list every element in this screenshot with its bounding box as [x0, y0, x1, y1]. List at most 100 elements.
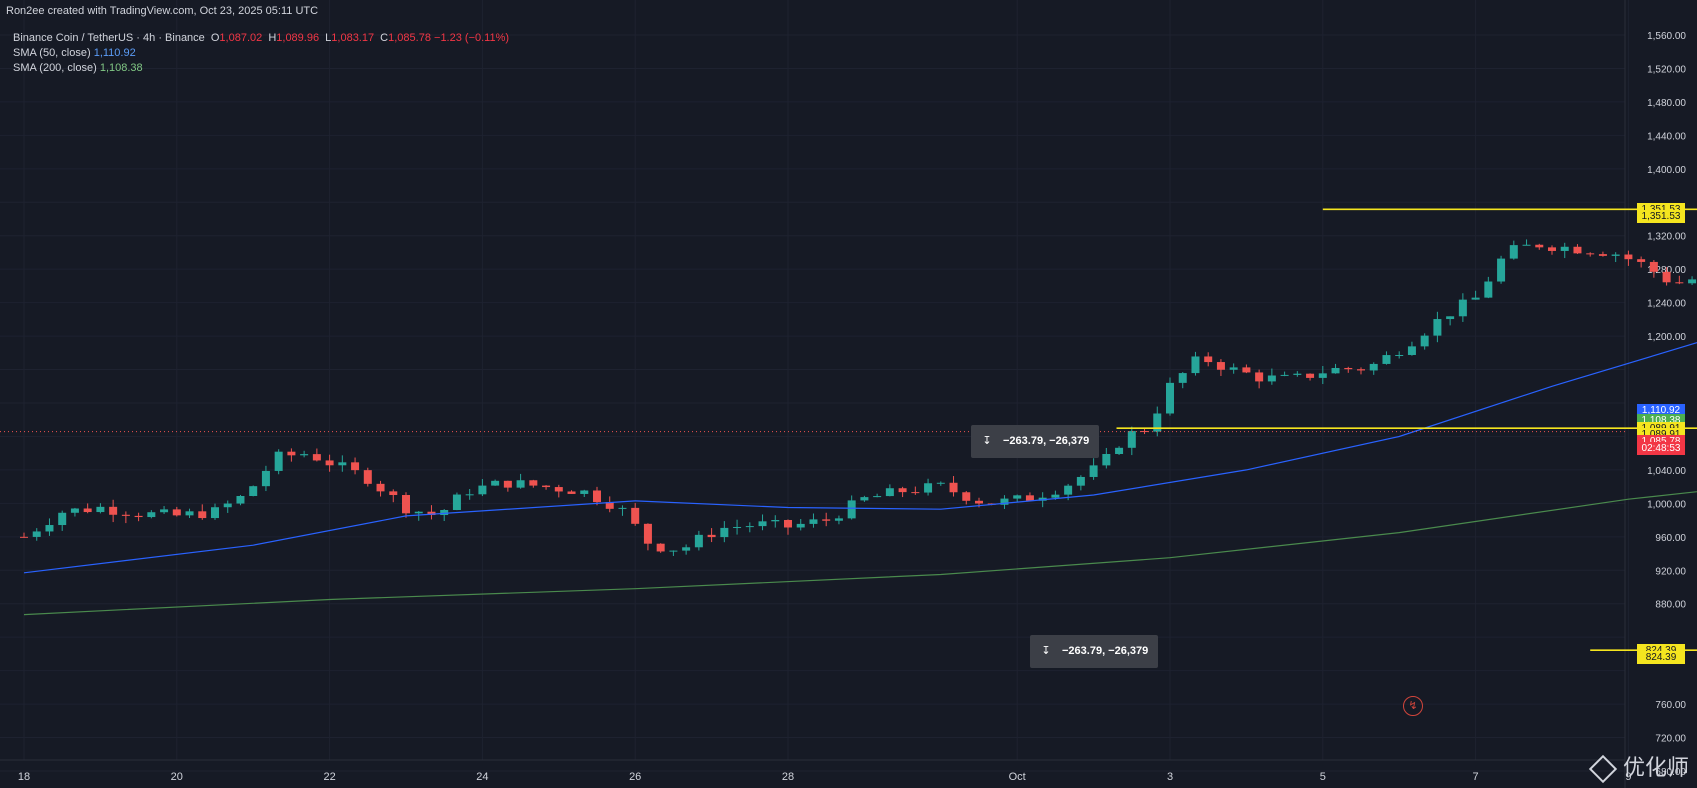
candle-body [1446, 316, 1455, 320]
price-tick-label: 1,560.00 [1647, 31, 1686, 42]
sma200-label: SMA (200, close) [13, 62, 97, 74]
sma50-legend[interactable]: SMA (50, close) 1,110.92 [13, 47, 136, 59]
candle-body [1089, 465, 1098, 477]
candle-body [1573, 246, 1582, 254]
sma200-legend[interactable]: SMA (200, close) 1,108.38 [13, 62, 143, 74]
candle-body [542, 485, 551, 488]
open-value: 1,087.02 [219, 32, 263, 44]
candle-body [198, 511, 207, 519]
candle-body [1535, 244, 1544, 248]
candle-body [694, 534, 703, 548]
candle-body [949, 482, 958, 493]
price-tick-label: 1,400.00 [1647, 165, 1686, 176]
candle-body [1025, 495, 1034, 501]
candle-body [554, 487, 563, 492]
candle-body [1115, 447, 1124, 455]
candle-body [402, 495, 410, 514]
measure-icon: ↧ [1041, 645, 1051, 657]
measure-label-upper[interactable]: ↧ −263.79, −26,379 [971, 425, 1100, 458]
candle-body [1395, 354, 1404, 356]
candle-body [1242, 367, 1251, 373]
close-value: 1,085.78 [388, 32, 431, 44]
measure-label-lower[interactable]: ↧ −263.79, −26,379 [1030, 635, 1159, 668]
candle-body [975, 500, 983, 504]
watermark-logo-icon [1588, 754, 1618, 784]
price-tick-label: 1,200.00 [1647, 332, 1686, 343]
candle-body [796, 523, 805, 528]
sma200-line [23, 491, 1697, 616]
candle-body [249, 486, 258, 496]
candle-body [1471, 297, 1480, 300]
candle-body [1344, 367, 1353, 370]
price-tick-label: 880.00 [1655, 600, 1686, 611]
candle-body [70, 508, 79, 513]
candle-body [593, 490, 601, 503]
candle-body [109, 506, 118, 515]
symbol-legend: Binance Coin / TetherUS · 4h · Binance O… [13, 32, 509, 44]
candle-body [605, 502, 614, 509]
candle-body [1688, 279, 1697, 284]
candle-body [567, 491, 576, 494]
candle-body [1267, 375, 1276, 382]
candle-body [1662, 271, 1671, 283]
candle-body [172, 509, 181, 516]
candle-body [1649, 261, 1658, 272]
price-tick-label: 920.00 [1655, 566, 1686, 577]
candle-body [1216, 362, 1225, 370]
measure-icon: ↧ [982, 435, 992, 447]
candle-body [1357, 369, 1365, 371]
candle-body [1369, 363, 1378, 371]
time-tick-label: 22 [323, 771, 335, 783]
candle-body [1306, 373, 1315, 378]
candle-body [707, 534, 716, 538]
candle-body [1675, 282, 1684, 284]
price-tag: 1,110.92 [1637, 404, 1685, 418]
candle-body [134, 515, 143, 518]
candle-body [1637, 259, 1646, 262]
candle-body [491, 480, 500, 486]
candle-body [338, 462, 347, 466]
candle-body [427, 511, 436, 516]
candle-body [924, 483, 933, 493]
candle-body [440, 509, 449, 516]
candle-body [631, 507, 640, 524]
sma50-value: 1,110.92 [93, 47, 136, 59]
close-label: C [380, 32, 389, 44]
candle-body [325, 460, 334, 466]
candle-body [363, 470, 372, 484]
candle-body [1127, 431, 1136, 448]
high-value: 1,089.96 [276, 32, 320, 44]
low-label: L [325, 32, 332, 44]
candle-body [1433, 319, 1442, 336]
candle-body [83, 508, 92, 513]
candle-body [287, 451, 296, 456]
time-tick-label: 28 [782, 771, 794, 783]
lightning-icon[interactable]: ↯ [1403, 696, 1423, 716]
candle-body [1458, 299, 1467, 317]
price-tag: 1,351.53 [1637, 209, 1685, 223]
sma50-label: SMA (50, close) [13, 47, 91, 59]
candle-body [1076, 476, 1085, 486]
sma50-line [23, 342, 1697, 574]
candle-body [733, 526, 742, 528]
candle-body [682, 547, 691, 551]
sma200-value: 1,108.38 [99, 62, 143, 74]
candle-body [516, 480, 525, 488]
candle-body [96, 506, 105, 513]
candle-body [452, 494, 461, 510]
watermark: 优化师 [1588, 750, 1689, 784]
candle-body [1598, 254, 1607, 256]
candle-body [45, 525, 54, 532]
candle-body [312, 454, 321, 461]
candle-body [643, 523, 652, 544]
time-tick-label: 5 [1320, 771, 1326, 783]
open-label: O [210, 32, 220, 44]
candle-body [580, 490, 589, 494]
time-tick-label: Oct [1009, 771, 1026, 783]
candle-body [1051, 494, 1060, 498]
attribution-text: Ron2ee created with TradingView.com, Oct… [6, 5, 319, 17]
candle-body [1064, 485, 1073, 495]
price-tick-label: 760.00 [1655, 700, 1686, 711]
